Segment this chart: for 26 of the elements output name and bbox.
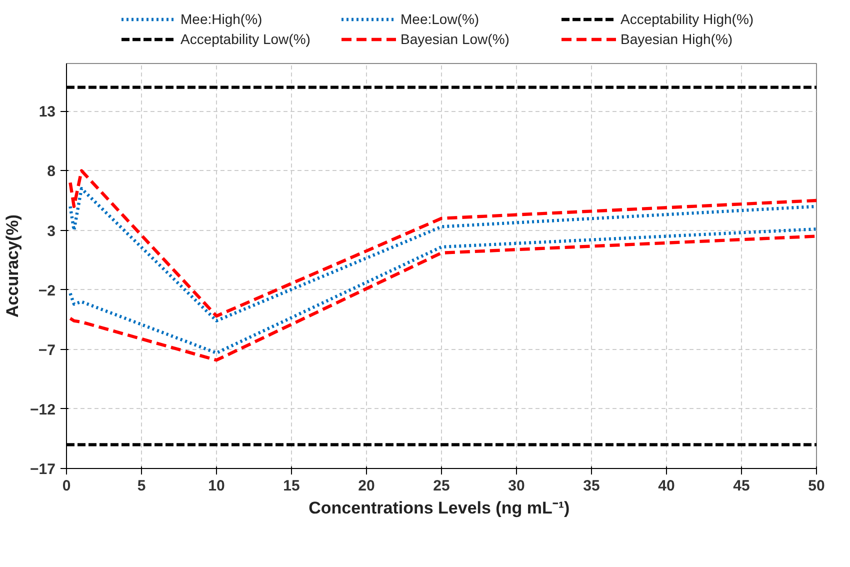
x-tick-label: 0 <box>62 478 71 494</box>
x-tick-label: 20 <box>358 478 375 494</box>
legend-label: Mee:High(%) <box>180 11 264 27</box>
x-tick-label: 45 <box>733 478 750 494</box>
y-tick-label: −7 <box>38 342 56 359</box>
y-axis-title: Accuracy(%) <box>3 214 22 318</box>
x-tick-label: 35 <box>583 478 600 494</box>
y-tick-label: −17 <box>30 461 56 478</box>
x-tick-label: 50 <box>808 478 825 494</box>
x-tick-label: 5 <box>137 478 146 494</box>
x-tick-label: 15 <box>283 478 300 494</box>
y-tick-label: −12 <box>30 401 56 418</box>
x-tick-label: 10 <box>208 478 225 494</box>
x-tick-label: 30 <box>508 478 525 494</box>
legend-label: Bayesian High(%) <box>620 31 734 47</box>
y-tick-label: 3 <box>47 222 56 240</box>
x-tick-label: 25 <box>433 478 450 494</box>
y-tick-label: 8 <box>47 163 56 180</box>
y-tick-label: −2 <box>38 282 56 300</box>
legend-label: Mee:Low(%) <box>400 11 480 27</box>
legend-label: Acceptability Low(%) <box>180 31 312 47</box>
legend-label: Bayesian Low(%) <box>400 31 510 47</box>
x-tick-label: 40 <box>658 478 675 494</box>
y-tick-label: 13 <box>38 104 56 121</box>
x-axis-title: Concentrations Levels (ng mL⁻¹) <box>308 498 570 518</box>
legend-label: Acceptability High(%) <box>620 11 755 27</box>
